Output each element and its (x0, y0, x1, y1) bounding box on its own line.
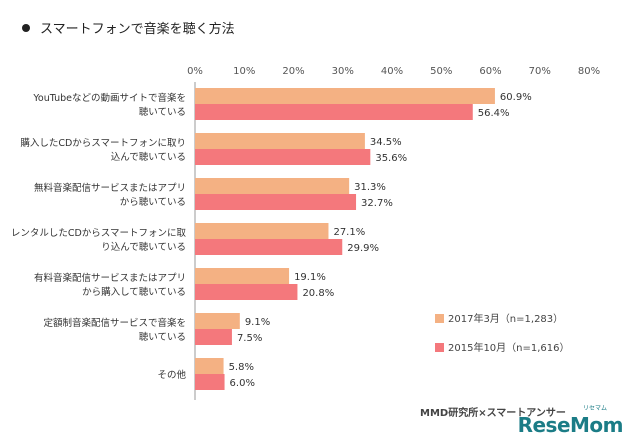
legend-swatch (435, 343, 444, 352)
data-label: 56.4% (478, 108, 510, 119)
bar-2015 (195, 149, 371, 165)
legend-label: 2015年10月（n=1,616） (448, 341, 570, 354)
category-label: 有料音楽配信サービスまたはアプリ (34, 272, 186, 284)
x-tick-label: 10% (233, 66, 255, 77)
x-tick-label: 50% (430, 66, 452, 77)
bar-2017 (195, 223, 329, 239)
resemom-logo: ReseMom (517, 413, 624, 437)
data-label: 9.1% (245, 317, 270, 328)
data-label: 34.5% (370, 137, 402, 148)
category-label: から購入して聴いている (82, 286, 186, 298)
category-label: 定額制音楽配信サービスで音楽を (43, 317, 186, 329)
category-label: 聴いている (139, 332, 186, 343)
data-label: 29.9% (347, 243, 379, 254)
category-label: レンタルしたCDからスマートフォンに取 (11, 228, 187, 239)
title-row: スマートフォンで音楽を聴く方法 (22, 18, 235, 37)
bar-2017 (195, 358, 224, 374)
category-label: 込んで聴いている (111, 152, 186, 163)
data-label: 32.7% (361, 198, 393, 209)
bar-2015 (195, 329, 232, 345)
x-tick-label: 80% (578, 66, 600, 77)
data-label: 35.6% (375, 153, 407, 164)
bar-2017 (195, 133, 365, 149)
x-tick-label: 30% (332, 66, 354, 77)
x-tick-label: 70% (529, 66, 551, 77)
bar-2015 (195, 194, 357, 210)
category-label: YouTubeなどの動画サイトで音楽を (32, 92, 186, 104)
x-tick-label: 20% (282, 66, 304, 77)
bar-2015 (195, 104, 473, 120)
chart-title: スマートフォンで音楽を聴く方法 (40, 22, 235, 37)
category-label: から聴いている (120, 197, 186, 208)
data-label: 5.8% (229, 362, 254, 373)
bar-2015 (195, 284, 298, 300)
bar-2015 (195, 374, 225, 390)
data-label: 20.8% (302, 288, 334, 299)
bar-2017 (195, 178, 350, 194)
bar-2017 (195, 88, 495, 104)
category-label: 聴いている (139, 107, 186, 118)
category-label: 無料音楽配信サービスまたはアプリ (34, 182, 186, 194)
data-label: 6.0% (230, 378, 255, 389)
data-label: 60.9% (500, 92, 532, 103)
data-label: 27.1% (333, 227, 365, 238)
legend-swatch (435, 314, 444, 323)
data-label: 7.5% (237, 333, 262, 344)
bar-2015 (195, 239, 343, 255)
category-label: 購入したCDからスマートフォンに取り (20, 137, 186, 149)
category-label: り込んで聴いている (101, 242, 186, 253)
legend-label: 2017年3月（n=1,283） (448, 312, 563, 325)
data-label: 19.1% (294, 272, 326, 283)
bar-2017 (195, 313, 240, 329)
x-tick-label: 0% (187, 66, 203, 77)
logo-subtext: リセマム (582, 405, 607, 412)
bar-2017 (195, 268, 290, 284)
bar-chart: 0% 10% 20% 30% 40% 50% 60% 70% 80% YouTubeなどの動画サイ… (11, 66, 600, 400)
x-tick-label: 60% (479, 66, 501, 77)
data-label: 31.3% (354, 182, 386, 193)
source-label: MMD研究所×スマートアンサー (420, 408, 566, 419)
bullet-icon (22, 23, 30, 32)
x-tick-label: 40% (381, 66, 403, 77)
category-label: その他 (157, 369, 186, 381)
